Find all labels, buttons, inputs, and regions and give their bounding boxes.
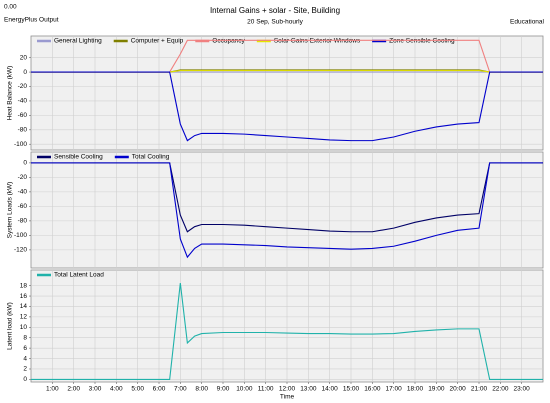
y-axis-label: System Loads (kW) [7, 182, 14, 239]
x-tick-label: 1:00 [46, 386, 59, 393]
corner-value: 0.00 [4, 4, 17, 11]
y-tick-label: 0 [23, 69, 27, 76]
y-tick-label: 12 [20, 314, 28, 321]
y-tick-label: -20 [18, 83, 28, 90]
legend-label: Total Cooling [132, 154, 170, 161]
y-tick-label: 4 [23, 355, 27, 362]
y-tick-label: -60 [18, 112, 28, 119]
y-tick-label: 6 [23, 345, 27, 352]
y-tick-label: 16 [20, 293, 28, 300]
series-line [31, 71, 543, 142]
x-tick-label: 13:00 [300, 386, 317, 393]
legend-label: Solar Gains Exterior Windows [274, 38, 361, 45]
y-tick-label: -80 [18, 127, 28, 134]
y-tick-label: 14 [20, 303, 28, 310]
x-tick-label: 11:00 [258, 386, 274, 393]
y-tick-label: 10 [20, 324, 28, 331]
y-tick-label: 2 [23, 366, 27, 373]
x-tick-label: 9:00 [217, 386, 230, 393]
y-tick-label: 0 [23, 376, 27, 383]
x-axis-label: Time [280, 394, 295, 401]
x-tick-label: 22:00 [492, 386, 509, 393]
x-tick-label: 7:00 [174, 386, 187, 393]
y-tick-label: 0 [23, 160, 27, 167]
chart-subtitle: 20 Sep, Sub-hourly [247, 19, 303, 26]
x-tick-label: 12:00 [279, 386, 296, 393]
x-tick-label: 10:00 [236, 386, 253, 393]
legend-label: Sensible Cooling [54, 154, 103, 161]
series-line [31, 162, 543, 259]
x-tick-label: 14:00 [322, 386, 339, 393]
y-axis-label: Latent load (kW) [7, 302, 14, 350]
y-tick-label: -40 [18, 98, 28, 105]
legend-label: Computer + Equip [131, 38, 184, 45]
legend-label: Zone Sensible Cooling [389, 38, 455, 45]
series-line [31, 39, 543, 73]
chart-title: Internal Gains + solar - Site, Building [210, 6, 340, 15]
y-tick-label: -100 [14, 232, 27, 239]
x-tick-label: 21:00 [471, 386, 488, 393]
x-tick-label: 4:00 [110, 386, 123, 393]
y-tick-label: -60 [18, 203, 28, 210]
y-tick-label: 8 [23, 334, 27, 341]
x-tick-label: 17:00 [386, 386, 403, 393]
x-tick-label: 6:00 [153, 386, 166, 393]
legend-label: Occupancy [212, 38, 245, 45]
source: EnergyPlus Output [4, 17, 59, 24]
y-tick-label: -100 [14, 141, 27, 148]
series-line [31, 69, 543, 73]
y-tick-label: 18 [20, 282, 28, 289]
legend-label: General Lighting [54, 38, 102, 45]
y-axis-label: Heat Balance (kW) [7, 66, 14, 121]
x-tick-label: 20:00 [450, 386, 467, 393]
y-tick-label: 20 [20, 54, 28, 61]
series-line [31, 162, 543, 233]
x-tick-label: 2:00 [67, 386, 80, 393]
x-tick-label: 8:00 [195, 386, 208, 393]
series-line [31, 282, 543, 380]
x-tick-label: 18:00 [407, 386, 424, 393]
y-tick-label: -80 [18, 218, 28, 225]
y-tick-label: -20 [18, 174, 28, 181]
x-tick-label: 5:00 [131, 386, 144, 393]
edition: Educational [510, 19, 545, 26]
series-line [31, 70, 543, 73]
x-tick-label: 23:00 [514, 386, 531, 393]
x-tick-label: 15:00 [343, 386, 360, 393]
legend-label: Total Latent Load [54, 272, 104, 279]
x-tick-label: 16:00 [364, 386, 381, 393]
y-tick-label: -40 [18, 189, 28, 196]
y-tick-label: -120 [14, 247, 27, 254]
x-tick-label: 19:00 [428, 386, 445, 393]
x-tick-label: 3:00 [89, 386, 102, 393]
